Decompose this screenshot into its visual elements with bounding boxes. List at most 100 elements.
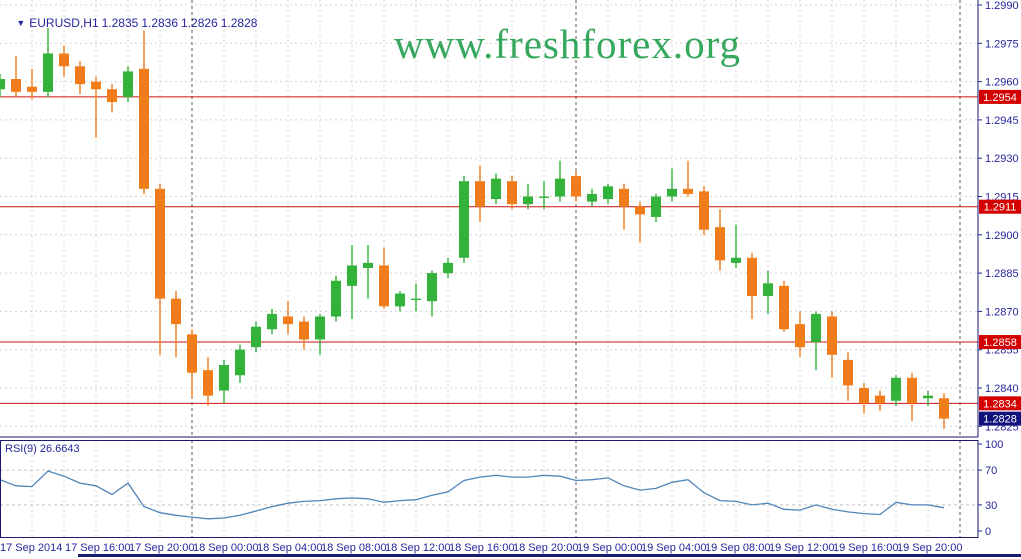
time-axis-label: 17 Sep 20:00 <box>129 542 194 554</box>
time-axis-label: 18 Sep 16:00 <box>449 542 514 554</box>
svg-text:1.2960: 1.2960 <box>985 77 1019 89</box>
candle-body <box>763 283 773 297</box>
svg-text:30: 30 <box>985 500 997 512</box>
grid-lines <box>0 0 978 537</box>
quote-low: 1.2826 <box>181 16 218 30</box>
price-level-badge <box>979 335 1021 350</box>
candle-body <box>59 53 69 67</box>
time-axis-label: 19 Sep 12:00 <box>769 542 834 554</box>
candle-body <box>891 377 901 401</box>
candle-body <box>43 53 53 92</box>
time-axis-label: 19 Sep 04:00 <box>641 542 706 554</box>
svg-text:70: 70 <box>985 465 997 477</box>
candle-body <box>779 285 789 330</box>
svg-text:1.2911: 1.2911 <box>984 202 1017 214</box>
candle-body <box>923 395 933 399</box>
candle-body <box>219 365 229 391</box>
time-axis-label: 19 Sep 00:00 <box>577 542 642 554</box>
candle-body <box>139 68 149 189</box>
candle-body <box>75 66 85 85</box>
candle-body <box>235 349 245 376</box>
svg-text:1.2930: 1.2930 <box>985 153 1019 165</box>
candle-body <box>747 257 757 297</box>
candle-body <box>555 178 565 197</box>
candle-body <box>395 293 405 307</box>
candle-body <box>811 313 821 343</box>
candle-body <box>651 196 661 217</box>
candle-body <box>907 377 917 404</box>
candle-body <box>523 196 533 205</box>
candle-body <box>331 280 341 317</box>
quote-header[interactable]: ▼ EURUSD,H1 1.2835 1.2836 1.2826 1.2828 <box>3 2 260 44</box>
symbol-dropdown-icon[interactable]: ▼ <box>16 18 26 28</box>
candle-body <box>795 324 805 348</box>
candle-body <box>411 298 421 301</box>
candle-body <box>11 79 21 92</box>
candle-body <box>427 273 437 302</box>
price-level-badge <box>979 199 1021 214</box>
candle-body <box>443 262 453 274</box>
symbol-period-label: EURUSD,H1 <box>29 16 99 30</box>
svg-text:1.2858: 1.2858 <box>983 337 1017 349</box>
candle-body <box>619 188 629 207</box>
svg-text:1.2834: 1.2834 <box>983 398 1017 410</box>
rsi-group <box>0 470 945 520</box>
price-level-badge <box>979 89 1021 104</box>
candle-body <box>379 265 389 307</box>
candle-body <box>667 188 677 197</box>
svg-text:100: 100 <box>985 439 1003 451</box>
time-axis-label: 18 Sep 00:00 <box>193 542 258 554</box>
rsi-line <box>0 470 945 520</box>
svg-text:1.2990: 1.2990 <box>985 0 1019 12</box>
time-axis-label: 18 Sep 08:00 <box>321 542 386 554</box>
time-axis-label: 17 Sep 2014 <box>0 542 62 554</box>
svg-text:0: 0 <box>985 526 991 538</box>
svg-text:1.2945: 1.2945 <box>985 115 1019 127</box>
svg-text:1.2900: 1.2900 <box>985 230 1019 242</box>
quote-close: 1.2828 <box>220 16 258 30</box>
candle-body <box>123 71 133 97</box>
candle-body <box>0 79 5 90</box>
candle-body <box>475 181 485 207</box>
candle-body <box>715 227 725 261</box>
candle-body <box>603 186 613 200</box>
time-axis-label: 18 Sep 04:00 <box>257 542 322 554</box>
broker-watermark: www.freshforex.org <box>394 21 742 67</box>
time-axis-label: 18 Sep 12:00 <box>385 542 450 554</box>
candle-body <box>843 359 853 386</box>
rsi-indicator-label: RSI(9) 26.6643 <box>5 443 80 455</box>
quote-open: 1.2835 <box>101 16 139 30</box>
svg-text:1.2885: 1.2885 <box>985 268 1019 280</box>
candle-body <box>731 257 741 263</box>
candle-body <box>315 316 325 340</box>
svg-text:1.2975: 1.2975 <box>985 38 1019 50</box>
candle-body <box>347 265 357 286</box>
day-separators <box>191 0 961 537</box>
candle-body <box>587 193 597 202</box>
svg-text:1.2954: 1.2954 <box>983 92 1017 104</box>
candle-body <box>683 188 693 194</box>
candle-body <box>27 86 37 92</box>
candle-body <box>283 316 293 325</box>
candle-body <box>571 176 581 197</box>
horizontal-scrollbar[interactable] <box>78 554 1021 557</box>
time-axis-label: 19 Sep 20:00 <box>897 542 962 554</box>
candle-body <box>267 313 277 330</box>
candle-body <box>507 181 517 205</box>
candle-body <box>203 370 213 396</box>
candle-body <box>251 326 261 348</box>
candle-body <box>859 388 869 404</box>
candle-body <box>363 262 373 268</box>
time-axis-label: 17 Sep 16:00 <box>65 542 130 554</box>
candle-body <box>635 206 645 215</box>
quote-high: 1.2836 <box>141 16 179 30</box>
candle-body <box>155 188 165 299</box>
candle-body <box>171 298 181 325</box>
candle-body <box>491 178 501 200</box>
time-axis-label: 19 Sep 08:00 <box>705 542 770 554</box>
candle-body <box>299 321 309 340</box>
candle-body <box>187 334 197 373</box>
time-axis-label: 18 Sep 20:00 <box>513 542 578 554</box>
